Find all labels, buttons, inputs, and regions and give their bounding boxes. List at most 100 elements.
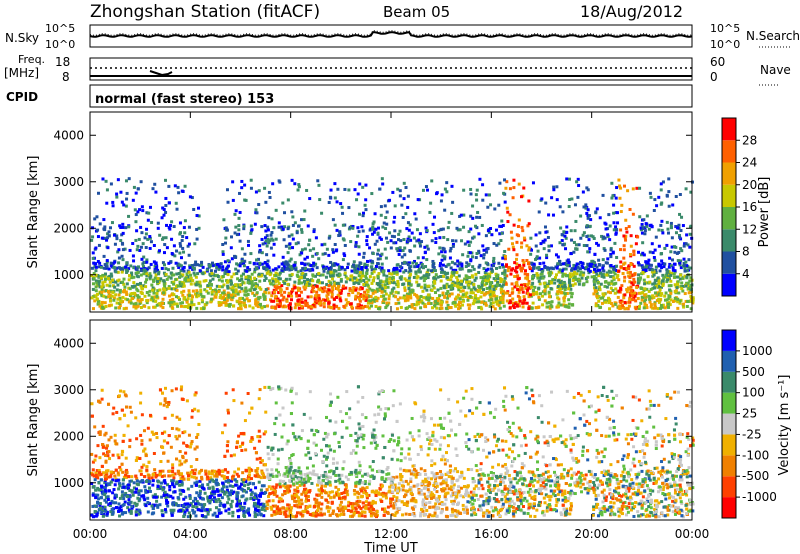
data-cell — [313, 274, 317, 278]
data-cell — [415, 228, 419, 232]
data-cell — [626, 271, 630, 275]
data-cell — [280, 268, 284, 272]
data-cell — [304, 499, 308, 503]
data-cell — [142, 272, 146, 276]
data-cell — [226, 200, 230, 204]
data-cell — [458, 301, 462, 305]
data-cell — [504, 186, 508, 190]
data-cell — [109, 510, 113, 514]
data-cell — [385, 278, 389, 282]
data-cell — [211, 513, 215, 517]
data-cell — [170, 293, 174, 297]
data-cell — [499, 279, 503, 283]
data-cell — [365, 263, 369, 267]
data-cell — [431, 265, 435, 269]
data-cell — [335, 281, 339, 285]
data-cell — [678, 263, 682, 267]
data-cell — [218, 295, 222, 299]
data-cell — [609, 265, 613, 269]
data-cell — [623, 275, 627, 279]
data-cell — [527, 295, 531, 299]
data-cell — [523, 298, 527, 302]
data-cell — [308, 248, 312, 252]
data-cell — [679, 247, 683, 251]
data-cell — [507, 247, 511, 251]
data-cell — [465, 261, 469, 265]
data-cell — [400, 447, 404, 451]
data-cell — [653, 281, 657, 285]
cpid-value: normal (fast stereo) 153 — [95, 92, 274, 107]
data-cell — [396, 238, 400, 242]
data-cell — [659, 306, 663, 310]
data-cell — [222, 283, 226, 287]
data-cell — [626, 433, 630, 437]
data-cell — [503, 273, 507, 277]
data-cell — [388, 277, 392, 281]
data-cell — [355, 278, 359, 282]
data-cell — [224, 267, 228, 271]
data-cell — [269, 233, 273, 237]
data-cell — [100, 290, 104, 294]
data-cell — [421, 289, 425, 293]
data-cell — [236, 269, 240, 273]
data-cell — [468, 294, 472, 298]
data-cell — [222, 297, 226, 301]
data-cell — [234, 288, 238, 292]
data-cell — [98, 261, 102, 265]
cpid-strip: CPID normal (fast stereo) 153 — [6, 84, 693, 108]
data-cell — [304, 508, 308, 512]
data-cell — [187, 303, 191, 307]
data-cell — [296, 270, 300, 274]
data-cell — [101, 505, 105, 509]
data-cell — [332, 472, 336, 476]
data-cell — [257, 203, 261, 207]
data-cell — [339, 277, 343, 281]
data-cell — [685, 281, 689, 285]
data-cell — [561, 243, 565, 247]
data-cell — [454, 239, 458, 243]
data-cell — [111, 200, 115, 204]
data-cell — [531, 289, 535, 293]
data-cell — [145, 291, 149, 295]
data-cell — [346, 478, 350, 482]
data-cell — [230, 275, 234, 279]
data-cell — [540, 272, 544, 276]
data-cell — [244, 293, 248, 297]
data-cell — [326, 297, 330, 301]
data-cell — [213, 511, 217, 515]
data-cell — [523, 496, 527, 500]
data-cell — [332, 263, 336, 267]
data-cell — [508, 187, 512, 191]
data-cell — [282, 484, 286, 488]
data-cell — [365, 486, 369, 490]
data-cell — [243, 259, 247, 263]
data-cell — [303, 274, 307, 278]
data-cell — [654, 479, 658, 483]
data-cell — [141, 209, 145, 213]
data-cell — [445, 282, 449, 286]
data-cell — [398, 246, 402, 250]
data-cell — [315, 266, 319, 270]
data-cell — [463, 494, 467, 498]
data-cell — [500, 263, 504, 267]
data-cell — [357, 492, 361, 496]
data-cell — [304, 266, 308, 270]
data-cell — [217, 285, 221, 289]
data-cell — [391, 279, 395, 283]
data-cell — [619, 301, 623, 305]
data-cell — [105, 259, 109, 263]
data-cell — [179, 244, 183, 248]
data-cell — [326, 292, 330, 296]
data-cell — [449, 278, 453, 282]
data-cell — [686, 243, 690, 247]
data-cell — [439, 286, 443, 290]
data-cell — [161, 297, 165, 301]
data-cell — [382, 299, 386, 303]
data-cell — [258, 279, 262, 283]
data-cell — [181, 267, 185, 271]
data-cell — [151, 288, 155, 292]
data-cell — [627, 300, 631, 304]
data-cell — [680, 215, 684, 219]
data-cell — [240, 274, 244, 278]
data-cell — [489, 281, 493, 285]
